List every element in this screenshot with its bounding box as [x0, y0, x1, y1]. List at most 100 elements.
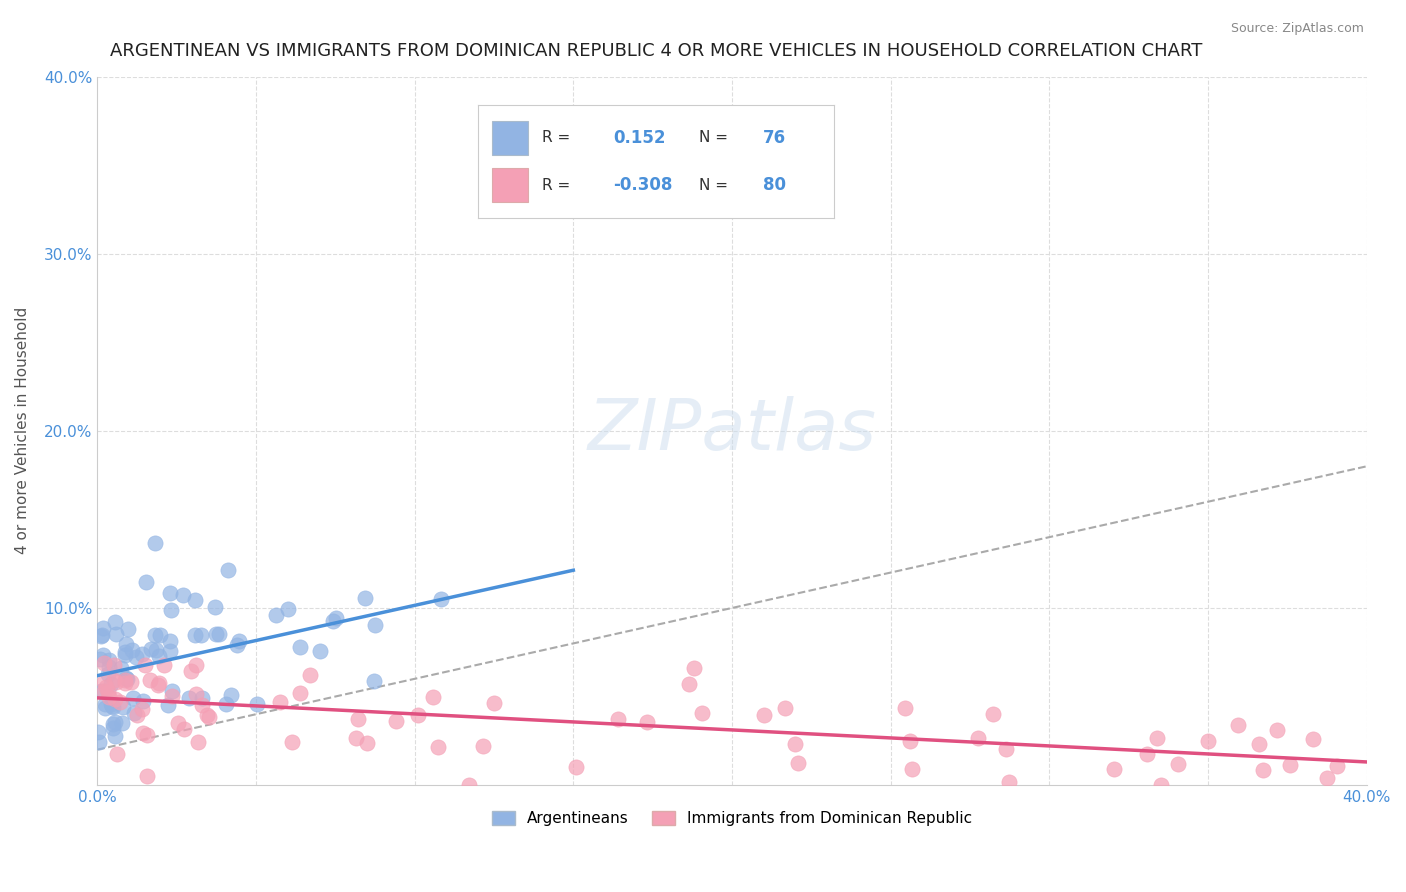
Immigrants from Dominican Republic: [97, 690, 120, 704]
Immigrants from Dominican Republic: [173, 722, 195, 736]
Argentineans: [115, 638, 138, 652]
Immigrants from Dominican Republic: [290, 686, 312, 700]
Argentineans: [122, 691, 145, 706]
Argentineans: [100, 677, 122, 691]
Immigrants from Dominican Republic: [152, 657, 174, 672]
Immigrants from Dominican Republic: [347, 712, 370, 726]
Immigrants from Dominican Republic: [898, 733, 921, 747]
Immigrants from Dominican Republic: [148, 675, 170, 690]
Argentineans: [183, 628, 205, 642]
Immigrants from Dominican Republic: [195, 707, 218, 722]
Immigrants from Dominican Republic: [190, 698, 212, 712]
Immigrants from Dominican Republic: [1302, 732, 1324, 747]
Argentineans: [364, 618, 387, 632]
Argentineans: [159, 586, 181, 600]
Argentineans: [115, 672, 138, 686]
Argentineans: [145, 643, 167, 657]
Immigrants from Dominican Republic: [1197, 734, 1219, 748]
Immigrants from Dominican Republic: [97, 685, 120, 699]
Immigrants from Dominican Republic: [1278, 757, 1301, 772]
Immigrants from Dominican Republic: [900, 763, 922, 777]
Immigrants from Dominican Republic: [683, 661, 706, 675]
Immigrants from Dominican Republic: [136, 769, 159, 783]
Immigrants from Dominican Republic: [1326, 758, 1348, 772]
Immigrants from Dominican Republic: [1102, 763, 1125, 777]
Immigrants from Dominican Republic: [384, 714, 406, 728]
Immigrants from Dominican Republic: [105, 747, 128, 761]
Immigrants from Dominican Republic: [1265, 723, 1288, 738]
Immigrants from Dominican Republic: [180, 664, 202, 678]
Immigrants from Dominican Republic: [422, 690, 444, 704]
Argentineans: [103, 700, 125, 714]
Argentineans: [246, 697, 269, 711]
Argentineans: [105, 627, 128, 641]
Immigrants from Dominican Republic: [752, 708, 775, 723]
Immigrants from Dominican Republic: [103, 673, 125, 687]
Immigrants from Dominican Republic: [108, 696, 131, 710]
Immigrants from Dominican Republic: [131, 702, 153, 716]
Y-axis label: 4 or more Vehicles in Household: 4 or more Vehicles in Household: [15, 307, 30, 555]
Immigrants from Dominican Republic: [139, 673, 162, 687]
Immigrants from Dominican Republic: [146, 678, 169, 692]
Argentineans: [322, 614, 344, 628]
Immigrants from Dominican Republic: [184, 687, 207, 701]
Argentineans: [104, 714, 127, 729]
Argentineans: [114, 645, 136, 659]
Argentineans: [100, 698, 122, 712]
Immigrants from Dominican Republic: [134, 658, 156, 673]
Argentineans: [93, 648, 115, 662]
Immigrants from Dominican Republic: [606, 712, 628, 726]
Argentineans: [98, 660, 121, 674]
Argentineans: [308, 644, 330, 658]
Immigrants from Dominican Republic: [565, 760, 588, 774]
Argentineans: [103, 729, 125, 743]
Argentineans: [135, 575, 157, 590]
Immigrants from Dominican Republic: [894, 700, 917, 714]
Immigrants from Dominican Republic: [280, 734, 302, 748]
Text: ZIPatlas: ZIPatlas: [588, 396, 876, 466]
Immigrants from Dominican Republic: [998, 775, 1021, 789]
Immigrants from Dominican Republic: [94, 680, 117, 694]
Immigrants from Dominican Republic: [967, 731, 990, 746]
Argentineans: [141, 642, 163, 657]
Immigrants from Dominican Republic: [981, 706, 1004, 721]
Argentineans: [217, 563, 239, 577]
Immigrants from Dominican Republic: [1227, 717, 1250, 731]
Immigrants from Dominican Republic: [298, 667, 321, 681]
Immigrants from Dominican Republic: [114, 676, 136, 690]
Argentineans: [91, 621, 114, 635]
Argentineans: [103, 721, 125, 735]
Immigrants from Dominican Republic: [167, 715, 190, 730]
Argentineans: [101, 717, 124, 731]
Immigrants from Dominican Republic: [344, 731, 367, 745]
Immigrants from Dominican Republic: [787, 756, 810, 770]
Argentineans: [125, 649, 148, 664]
Argentineans: [208, 627, 231, 641]
Argentineans: [160, 603, 183, 617]
Argentineans: [159, 644, 181, 658]
Argentineans: [91, 628, 114, 642]
Immigrants from Dominican Republic: [458, 778, 481, 792]
Argentineans: [325, 611, 347, 625]
Immigrants from Dominican Republic: [783, 737, 806, 751]
Immigrants from Dominican Republic: [692, 706, 714, 721]
Immigrants from Dominican Republic: [114, 673, 136, 688]
Immigrants from Dominican Republic: [103, 658, 125, 673]
Immigrants from Dominican Republic: [120, 674, 142, 689]
Argentineans: [98, 652, 121, 666]
Immigrants from Dominican Republic: [93, 684, 115, 698]
Argentineans: [121, 642, 143, 657]
Argentineans: [97, 666, 120, 681]
Immigrants from Dominican Republic: [269, 695, 291, 709]
Argentineans: [148, 649, 170, 664]
Immigrants from Dominican Republic: [187, 734, 209, 748]
Immigrants from Dominican Republic: [1315, 771, 1337, 785]
Immigrants from Dominican Republic: [132, 725, 155, 739]
Immigrants from Dominican Republic: [1136, 747, 1159, 762]
Argentineans: [264, 608, 287, 623]
Immigrants from Dominican Republic: [636, 714, 658, 729]
Immigrants from Dominican Republic: [678, 677, 700, 691]
Immigrants from Dominican Republic: [105, 675, 128, 690]
Argentineans: [89, 652, 111, 666]
Immigrants from Dominican Republic: [356, 736, 378, 750]
